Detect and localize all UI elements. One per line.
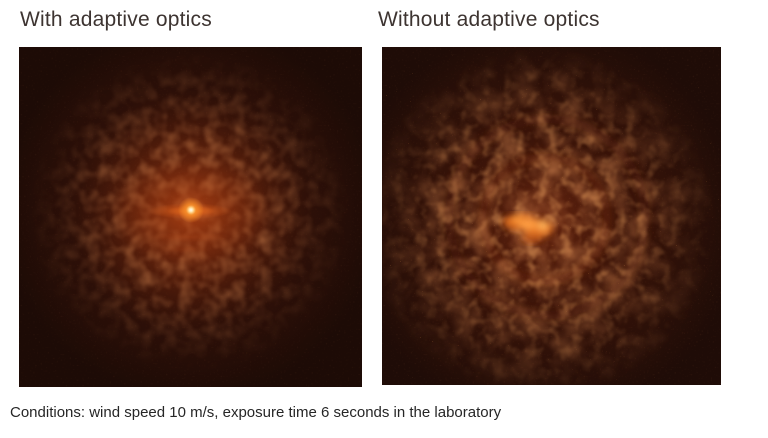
with-ao-image-canvas	[19, 47, 362, 387]
without-ao-image-canvas	[382, 47, 721, 385]
star-image-without-ao	[382, 47, 721, 385]
panel-title-with-ao: With adaptive optics	[20, 8, 212, 31]
with-ao-grain-layer	[19, 47, 362, 387]
panel-title-without-ao: Without adaptive optics	[378, 8, 600, 31]
star-image-with-ao	[19, 47, 362, 387]
conditions-caption: Conditions: wind speed 10 m/s, exposure …	[10, 404, 502, 421]
without-ao-grain-layer	[382, 47, 721, 385]
